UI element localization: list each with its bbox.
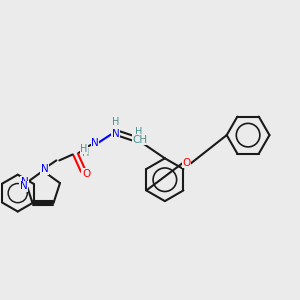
Text: O: O <box>182 158 190 168</box>
Text: CH: CH <box>132 135 147 145</box>
Text: N: N <box>91 138 99 148</box>
Text: N: N <box>20 181 28 191</box>
Text: N: N <box>40 164 48 174</box>
Text: O: O <box>82 169 90 179</box>
Text: H: H <box>112 117 119 128</box>
Text: O: O <box>82 169 90 179</box>
Text: H: H <box>80 143 87 154</box>
Text: N: N <box>112 129 120 139</box>
Text: H: H <box>82 148 90 158</box>
Text: N: N <box>40 164 48 174</box>
Text: N: N <box>21 177 28 187</box>
Text: N: N <box>91 138 99 148</box>
Text: N: N <box>112 129 120 139</box>
Text: O: O <box>182 158 190 168</box>
Text: H: H <box>135 127 143 137</box>
